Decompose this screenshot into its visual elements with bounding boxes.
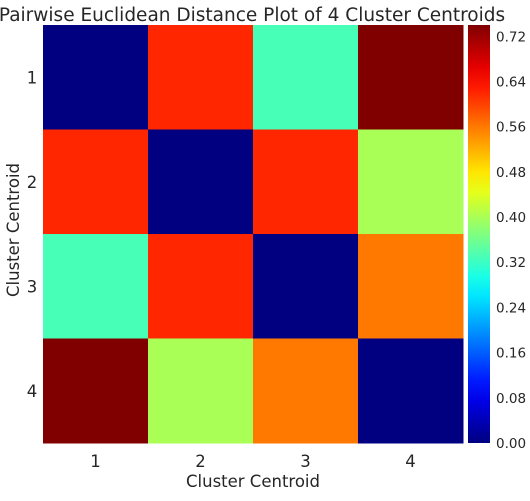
colorbar-tick-label: 0.08: [496, 391, 526, 407]
x-tick-labels: 1 2 3 4: [90, 452, 416, 471]
colorbar-tick-label: 0.64: [496, 74, 526, 90]
y-tick-label: 3: [27, 277, 38, 296]
heatmap-cell-1-1: [43, 25, 149, 130]
colorbar-tick-label: 0.16: [496, 346, 526, 362]
heatmap-cells: [43, 25, 464, 444]
colorbar-tick-label: 0.24: [496, 300, 526, 316]
heatmap-cell-3-3: [253, 234, 359, 339]
heatmap-cell-1-2: [148, 25, 254, 130]
colorbar-tick-label: 0.32: [496, 255, 526, 271]
heatmap-cell-2-2: [148, 129, 254, 235]
y-axis-label: Cluster Centroid: [4, 163, 23, 297]
x-tick-label: 2: [195, 452, 206, 471]
heatmap-cell-3-2: [148, 234, 254, 339]
y-tick-label: 1: [27, 68, 38, 87]
y-tick-labels: 1 2 3 4: [27, 68, 38, 401]
heatmap-cell-2-1: [43, 129, 149, 235]
heatmap-cell-2-4: [358, 129, 464, 235]
colorbar-tick-label: 0.40: [496, 210, 526, 226]
heatmap-cell-1-3: [253, 25, 359, 130]
colorbar-tick-label: 0.48: [496, 165, 526, 181]
colorbar: 0.00 0.08 0.16 0.24 0.32 0.40 0.48 0.56 0.64 0.72: [468, 25, 526, 452]
chart-title: Pairwise Euclidean Distance Plot of 4 Cl…: [0, 5, 505, 26]
colorbar-tick-label: 0.00: [496, 436, 526, 452]
colorbar-tick-label: 0.56: [496, 120, 526, 136]
x-tick-label: 1: [90, 452, 101, 471]
colorbar-gradient: [468, 25, 490, 443]
heatmap-cell-1-4: [358, 25, 464, 130]
heatmap-cell-3-4: [358, 234, 464, 339]
x-tick-label: 3: [300, 452, 311, 471]
y-tick-label: 4: [27, 382, 38, 401]
heatmap-cell-4-4: [358, 338, 464, 444]
heatmap-cell-4-3: [253, 338, 359, 444]
heatmap-cell-2-3: [253, 129, 359, 235]
heatmap-cell-4-2: [148, 338, 254, 444]
heatmap-cell-4-1: [43, 338, 149, 444]
y-tick-label: 2: [27, 173, 38, 192]
x-tick-label: 4: [405, 452, 416, 471]
x-axis-label: Cluster Centroid: [186, 472, 320, 491]
colorbar-tick-label: 0.72: [496, 29, 526, 45]
heatmap-cell-3-1: [43, 234, 149, 339]
